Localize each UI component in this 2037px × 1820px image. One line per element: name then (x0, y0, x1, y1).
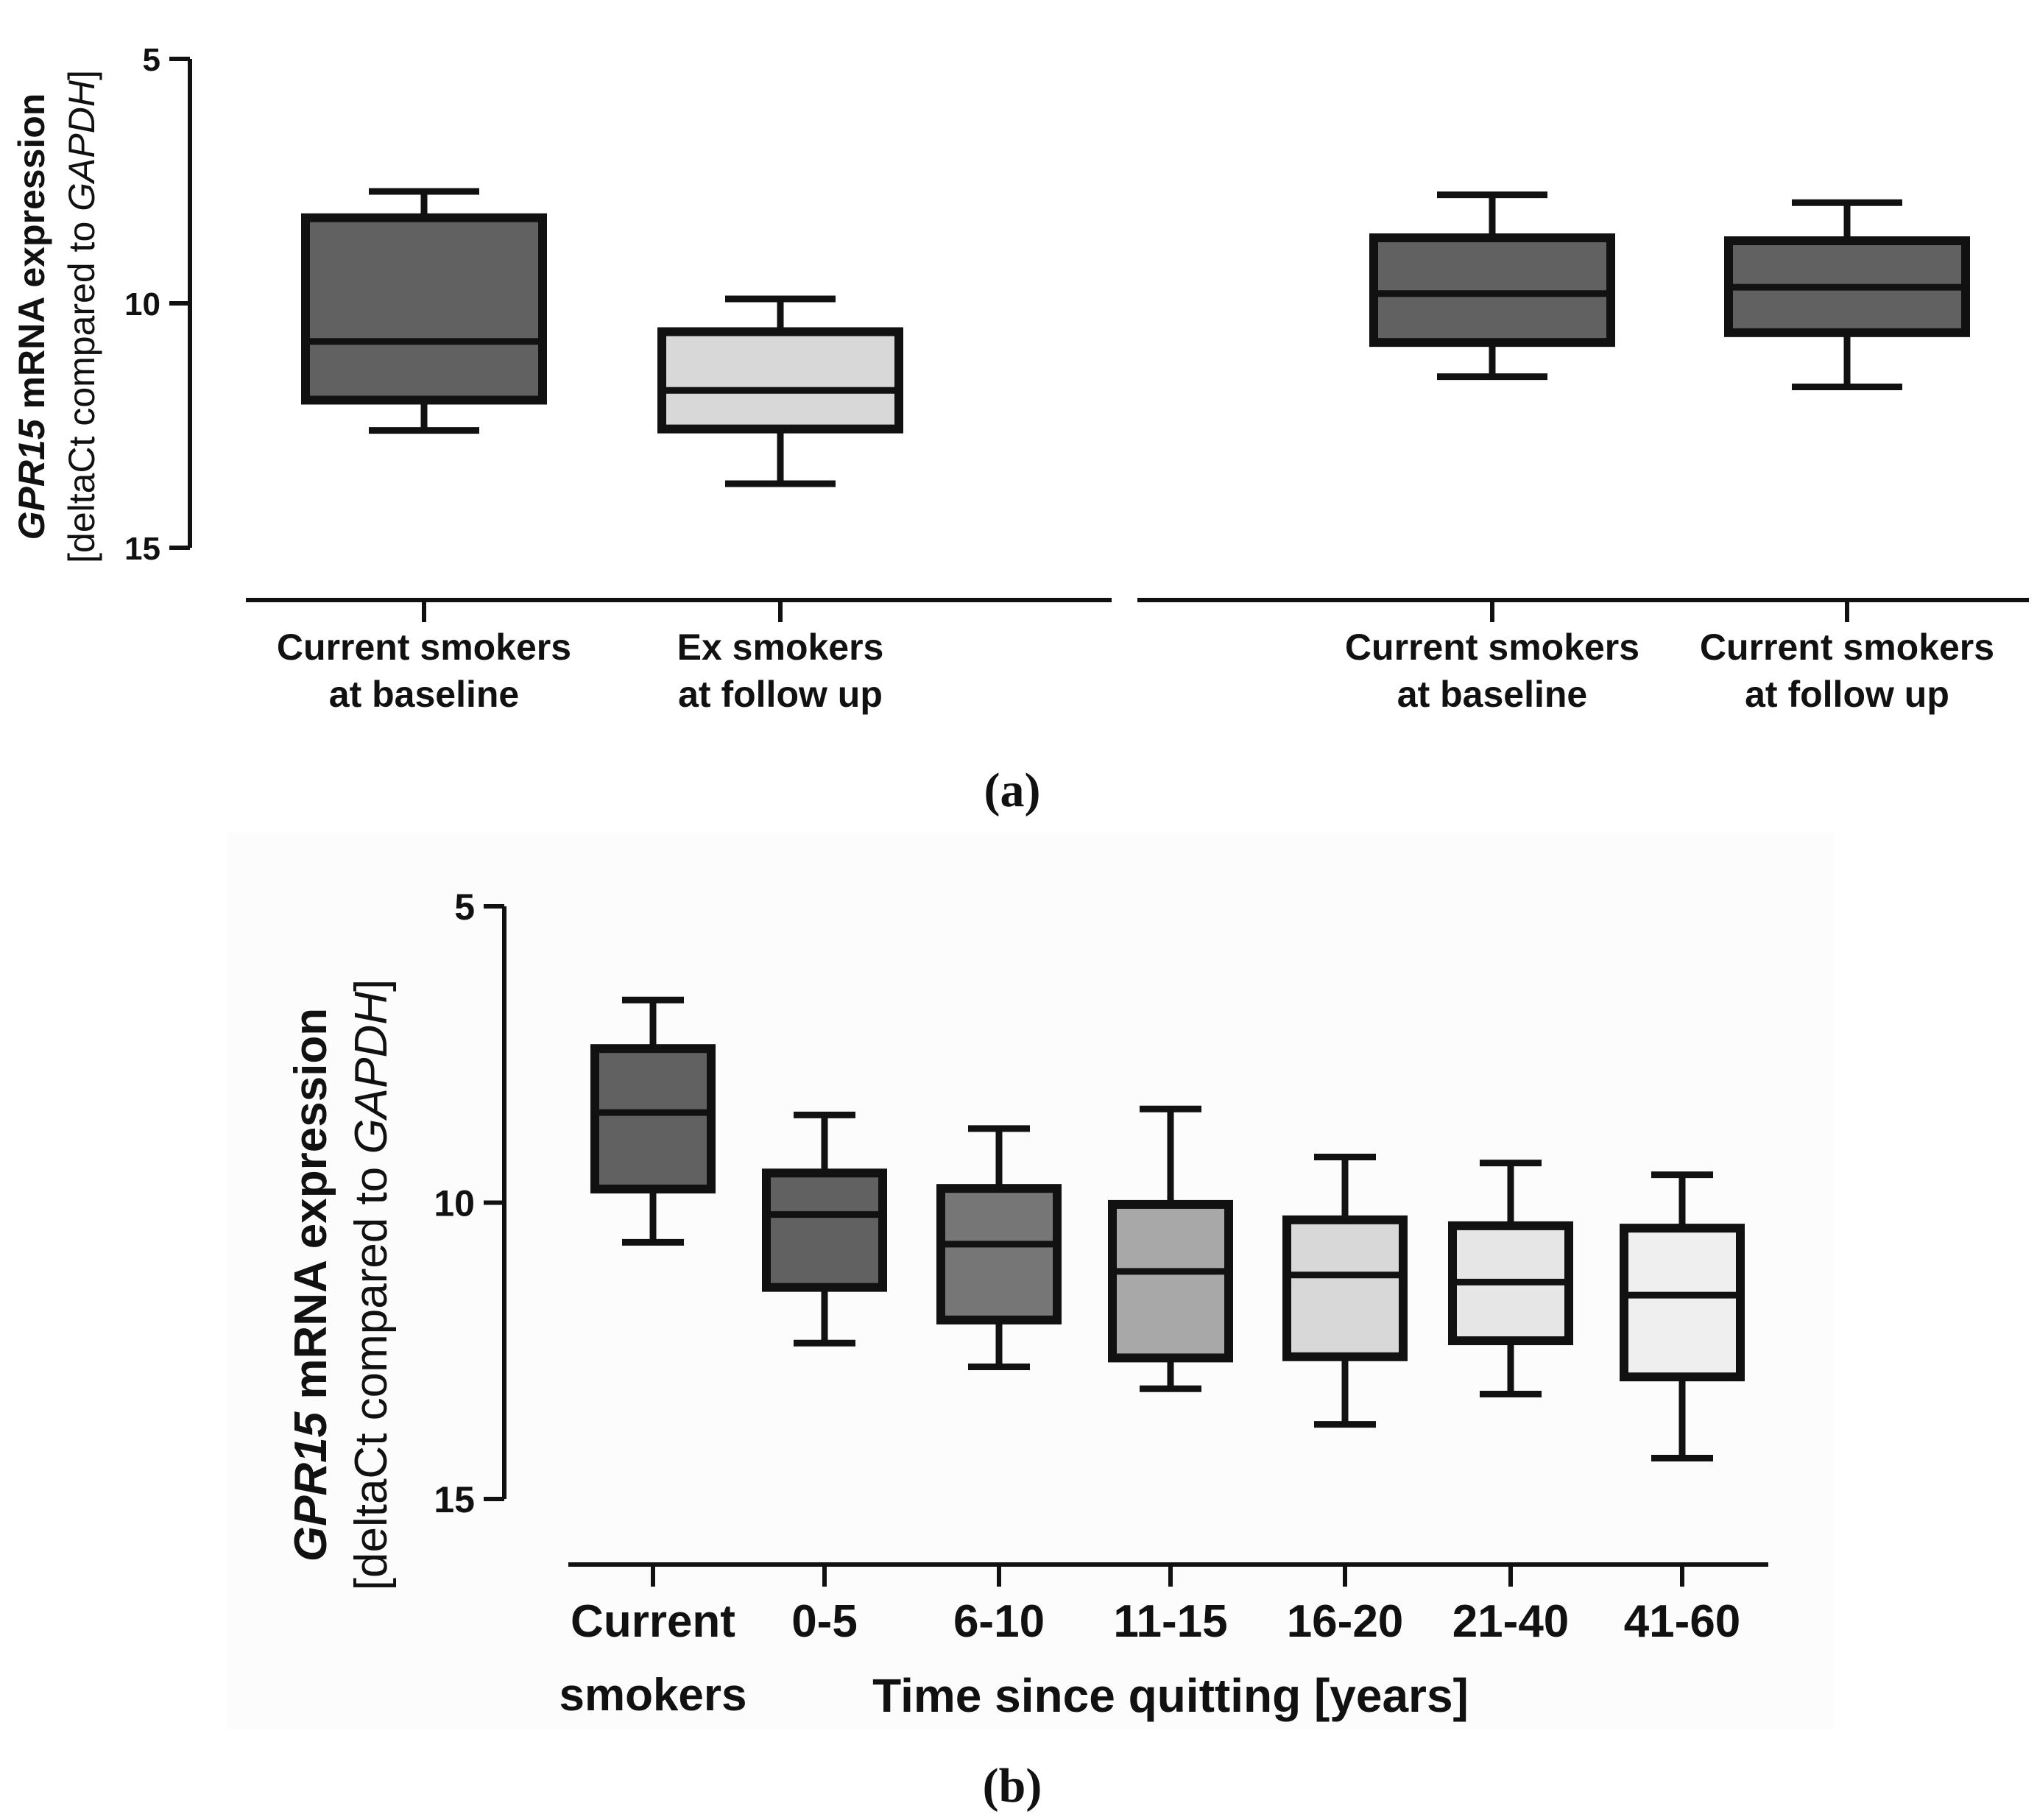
panel-b-x-label-3-line-0: 11-15 (1113, 1596, 1227, 1647)
panel-b-box-0-iqr-rect (590, 1044, 716, 1193)
panel-a-x-label-0-line-1: at baseline (329, 674, 519, 715)
panel-b-box-1 (762, 1111, 887, 1347)
panel-a-y-tick-label-1: 10 (124, 286, 160, 322)
panel-a-y-label-line2: [deltaCt compared to GAPDH] (61, 70, 102, 563)
panel-b-x-label-0-line-0: Current (571, 1596, 735, 1647)
panel-a-x-label-1-line-0: Ex smokers (677, 627, 884, 668)
panel-b-box-6-iqr-rect (1620, 1224, 1745, 1382)
panel-a-x-label-3-line-1: at follow up (1745, 674, 1949, 715)
panel-b-y-tick-label-1: 10 (434, 1183, 475, 1224)
panel-a-chart: GPR15 mRNA expression [deltaCt compared … (11, 42, 2029, 817)
panel-a-box-0 (301, 188, 547, 434)
panel-b-x-label-6-line-0: 41-60 (1624, 1596, 1741, 1647)
panel-b-box-2 (936, 1125, 1062, 1370)
panel-b-box-6 (1620, 1171, 1745, 1461)
panel-b-box-4-iqr-rect (1282, 1215, 1408, 1361)
panel-b-box-0 (590, 996, 716, 1246)
panel-a-x-label-2-line-1: at baseline (1397, 674, 1587, 715)
panel-b-box-4 (1282, 1154, 1408, 1428)
panel-a-y-ticks: 5 10 15 (124, 42, 190, 567)
panel-b-caption: (b) (983, 1759, 1042, 1813)
panel-a-y-tick-label-0: 5 (143, 42, 160, 78)
panel-b-x-title: Time since quitting [years] (872, 1669, 1469, 1722)
panel-b-x-label-4-line-0: 16-20 (1287, 1596, 1404, 1647)
panel-a-x-label-3-line-0: Current smokers (1700, 627, 1994, 668)
panel-b-y-tick-label-2: 15 (434, 1479, 475, 1520)
panel-b-y-label-line2: [deltaCt compared to GAPDH] (346, 979, 397, 1590)
panel-a-box-2-iqr-rect (1369, 233, 1615, 348)
panel-a-y-tick-label-2: 15 (124, 531, 160, 567)
panel-b-box-5 (1448, 1160, 1573, 1398)
panel-a-box-0-iqr-rect (301, 213, 547, 405)
panel-b-x-label-5-line-0: 21-40 (1452, 1596, 1570, 1647)
panel-b-x-label-2-line-0: 6-10 (953, 1596, 1045, 1647)
panel-a-box-2 (1369, 191, 1615, 381)
panel-a-box-1 (657, 295, 903, 487)
panel-a-boxes (301, 188, 1970, 487)
panel-b-x-label-0-line-1: smokers (559, 1670, 746, 1721)
panel-a-caption: (a) (984, 763, 1041, 817)
panel-a-y-label: GPR15 mRNA expression (11, 94, 52, 540)
panel-b-y-tick-label-0: 5 (454, 886, 475, 928)
panel-a-x-ticks: Current smokers at baseline Ex smokers at f… (277, 600, 1994, 715)
panel-a-x-label-1-line-1: at follow up (678, 674, 883, 715)
panel-a-x-label-0-line-0: Current smokers (277, 627, 571, 668)
panel-b-boxes (590, 996, 1745, 1461)
panel-b-box-3 (1108, 1105, 1233, 1392)
panel-b-y-label: GPR15 mRNA expression (286, 1008, 336, 1562)
panel-b-y-ticks: 5 10 15 (434, 886, 504, 1520)
panel-a-x-label-2-line-0: Current smokers (1345, 627, 1639, 668)
panel-a-box-3 (1724, 199, 1970, 391)
panel-b-x-ticks: Current smokers 0-5 6-10 11-15 16-20 21-40 41-6… (559, 1565, 1740, 1721)
panel-b-box-3-iqr-rect (1108, 1199, 1233, 1363)
panel-a-box-1-iqr-rect (657, 327, 903, 434)
panel-b-box-2-iqr-rect (936, 1184, 1062, 1325)
panel-b-chart: GPR15 mRNA expression [deltaCt compared … (228, 832, 1833, 1813)
panel-b-x-label-1-line-0: 0-5 (791, 1596, 858, 1647)
panel-b-box-1-iqr-rect (762, 1168, 887, 1292)
